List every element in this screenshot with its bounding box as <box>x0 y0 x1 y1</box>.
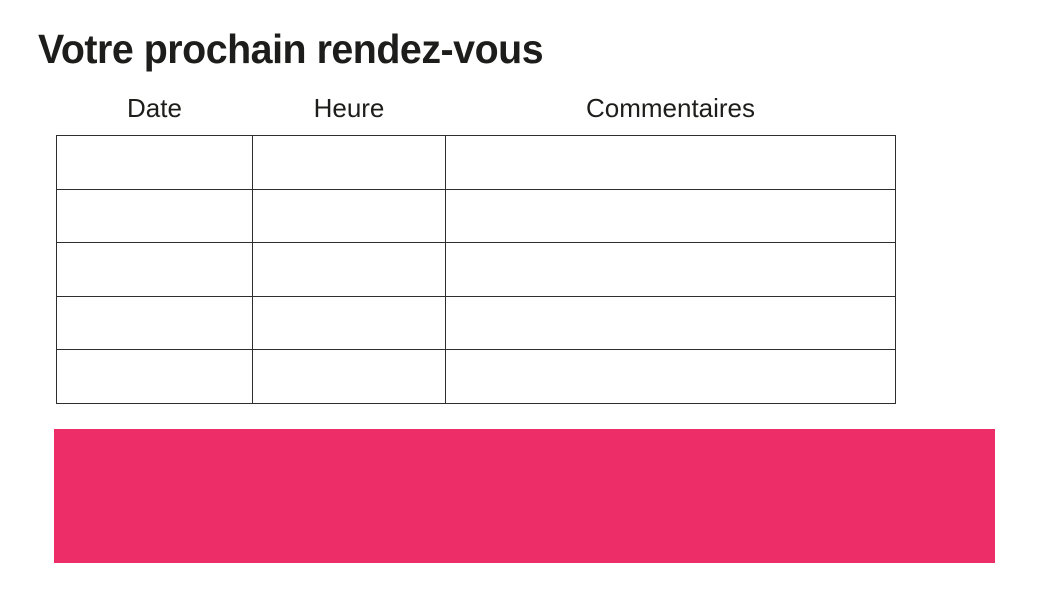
table-cell-commentaires <box>445 242 896 297</box>
appointments-table-block: Date Heure Commentaires <box>56 93 896 404</box>
table-cell-date <box>56 188 253 243</box>
pink-banner <box>54 429 995 563</box>
header-row: Date Heure Commentaires <box>57 93 896 136</box>
table-cell-heure <box>252 349 446 404</box>
table-cell-heure <box>252 188 446 243</box>
table-cell-commentaires <box>445 349 896 404</box>
table-row <box>56 135 896 190</box>
table-row <box>56 349 896 404</box>
table-cell-date <box>56 349 253 404</box>
table-cell-date <box>56 135 253 190</box>
column-header-heure: Heure <box>313 93 385 123</box>
table-row <box>56 242 896 297</box>
page-title: Votre prochain rendez-vous <box>38 26 544 72</box>
table-row <box>56 188 896 243</box>
table-cell-commentaires <box>445 135 896 190</box>
table-cell-commentaires <box>445 295 896 350</box>
column-header-date: Date <box>127 93 182 123</box>
table-cell-commentaires <box>445 188 896 243</box>
appointments-table-header: Date Heure Commentaires <box>57 93 896 136</box>
appointments-table: Date Heure Commentaires <box>56 93 896 404</box>
table-cell-heure <box>252 135 446 190</box>
appointments-table-body <box>56 135 896 404</box>
column-header-commentaires: Commentaires <box>585 93 756 123</box>
table-row <box>56 295 896 350</box>
table-cell-date <box>56 295 253 350</box>
table-cell-heure <box>252 295 446 350</box>
table-cell-date <box>56 242 253 297</box>
table-cell-heure <box>252 242 446 297</box>
